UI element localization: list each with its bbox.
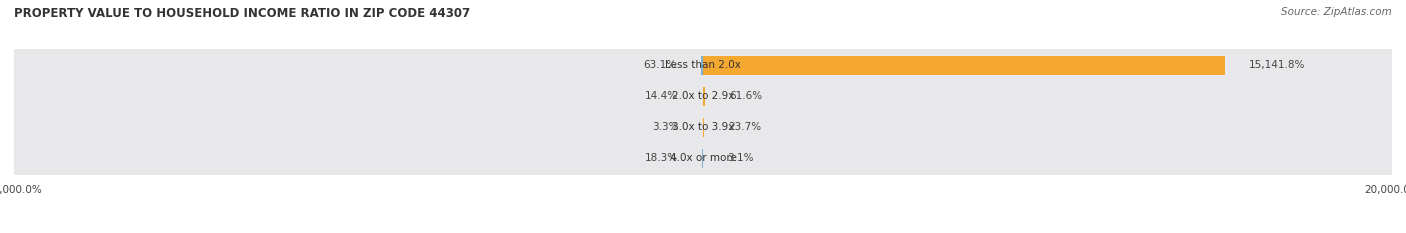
Text: 14.4%: 14.4% xyxy=(645,91,678,101)
Bar xyxy=(703,87,706,106)
Text: Source: ZipAtlas.com: Source: ZipAtlas.com xyxy=(1281,7,1392,17)
Bar xyxy=(14,49,1392,82)
Text: 15,141.8%: 15,141.8% xyxy=(1249,60,1305,70)
Text: 3.1%: 3.1% xyxy=(727,154,754,163)
Bar xyxy=(703,56,1225,75)
Text: 2.0x to 2.9x: 2.0x to 2.9x xyxy=(672,91,734,101)
Bar xyxy=(700,56,703,75)
Text: 4.0x or more: 4.0x or more xyxy=(669,154,737,163)
Text: 63.1%: 63.1% xyxy=(644,60,676,70)
Text: Less than 2.0x: Less than 2.0x xyxy=(665,60,741,70)
Text: 61.6%: 61.6% xyxy=(730,91,762,101)
Text: 3.3%: 3.3% xyxy=(652,122,679,132)
Bar xyxy=(14,111,1392,144)
Bar xyxy=(14,142,1392,175)
Text: 23.7%: 23.7% xyxy=(728,122,761,132)
Bar xyxy=(14,80,1392,113)
Text: PROPERTY VALUE TO HOUSEHOLD INCOME RATIO IN ZIP CODE 44307: PROPERTY VALUE TO HOUSEHOLD INCOME RATIO… xyxy=(14,7,470,20)
Text: 18.3%: 18.3% xyxy=(645,154,678,163)
Text: 3.0x to 3.9x: 3.0x to 3.9x xyxy=(672,122,734,132)
